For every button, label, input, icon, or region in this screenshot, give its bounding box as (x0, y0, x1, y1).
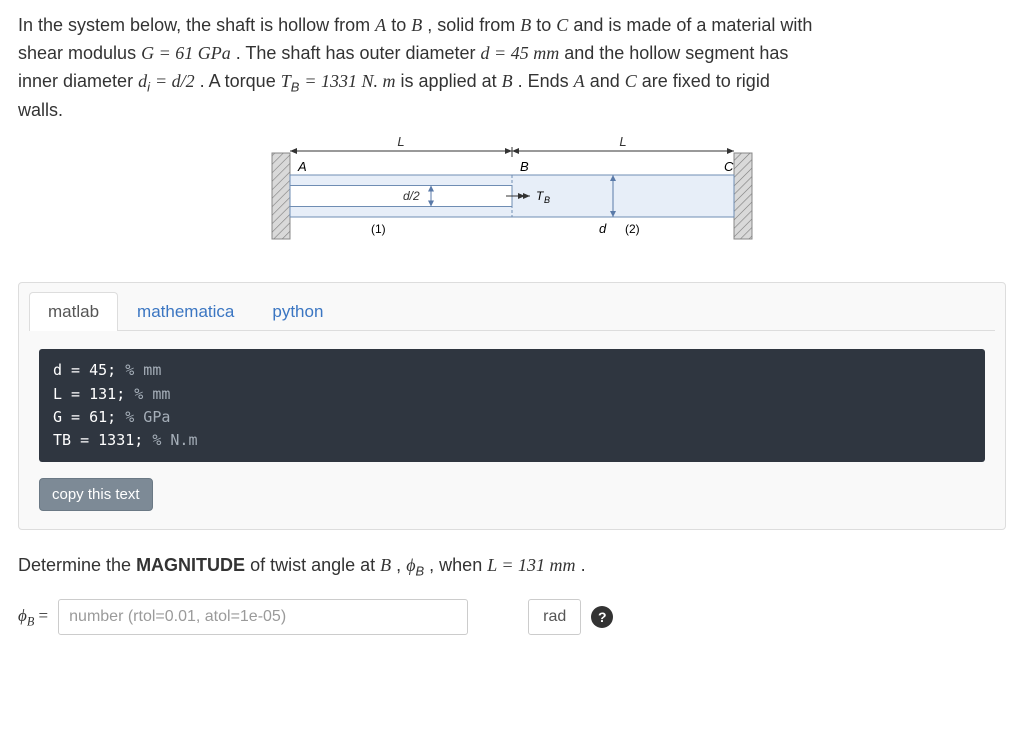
answer-row: ϕB = rad ? (18, 599, 1006, 635)
equals: = (34, 606, 48, 625)
language-tabs: matlabmathematicapython (19, 283, 1005, 330)
svg-text:(1): (1) (371, 222, 386, 236)
text: are fixed to rigid (642, 71, 770, 91)
code-block: d = 45; % mm L = 131; % mm G = 61; % GPa… (39, 349, 985, 462)
sub-B: B (416, 564, 425, 579)
text: and is made of a material with (573, 15, 812, 35)
var-phi: ϕ (18, 606, 27, 625)
tab-python[interactable]: python (253, 292, 342, 331)
var-B: B (520, 15, 531, 35)
var-B: B (502, 71, 513, 91)
eq-di: = d/2 (155, 71, 195, 91)
answer-input[interactable] (58, 599, 468, 635)
text: . Ends (518, 71, 574, 91)
text: . (581, 555, 586, 575)
svg-text:d: d (599, 221, 607, 236)
text: and (590, 71, 625, 91)
var-A: A (375, 15, 386, 35)
svg-text:L: L (397, 134, 404, 149)
text: inner diameter (18, 71, 138, 91)
var-B: B (411, 15, 422, 35)
var-C: C (625, 71, 637, 91)
var-phi: ϕ (406, 555, 415, 575)
problem-statement: In the system below, the shaft is hollow… (18, 12, 1006, 125)
text: , solid from (427, 15, 520, 35)
svg-text:L: L (619, 134, 626, 149)
text: is applied at (401, 71, 502, 91)
var-C: C (556, 15, 568, 35)
magnitude-bold: MAGNITUDE (136, 555, 245, 575)
copy-button[interactable]: copy this text (39, 478, 153, 511)
text: , when (429, 555, 487, 575)
eq-L: L = 131 mm (487, 555, 575, 575)
var-di: d (138, 71, 147, 91)
text: to (536, 15, 556, 35)
text: of twist angle at (250, 555, 380, 575)
eq-TB: = 1331 N. m (304, 71, 395, 91)
text: walls. (18, 100, 63, 120)
text: to (391, 15, 411, 35)
sub-i: i (147, 79, 150, 94)
answer-label: ϕB = (18, 606, 48, 629)
text: shear modulus (18, 43, 141, 63)
var-T: T (281, 71, 291, 91)
help-icon[interactable]: ? (591, 606, 613, 628)
sub-B: B (291, 79, 300, 94)
svg-text:(2): (2) (625, 222, 640, 236)
svg-text:A: A (297, 159, 307, 174)
text: . A torque (200, 71, 281, 91)
unit-select[interactable]: rad (528, 599, 581, 635)
eq-G: G = 61 GPa (141, 43, 231, 63)
code-panel: matlabmathematicapython d = 45; % mm L =… (18, 282, 1006, 530)
svg-text:C: C (724, 159, 734, 174)
text: , (396, 555, 406, 575)
svg-text:d/2: d/2 (403, 189, 420, 203)
shaft-diagram: LLABCd/2TBd(1)(2) (18, 133, 1006, 268)
var-B: B (380, 555, 391, 575)
text: Determine the (18, 555, 136, 575)
svg-text:B: B (520, 159, 529, 174)
eq-d: d = 45 mm (481, 43, 560, 63)
text: . The shaft has outer diameter (236, 43, 481, 63)
tab-matlab[interactable]: matlab (29, 292, 118, 331)
text: and the hollow segment has (564, 43, 788, 63)
question-text: Determine the MAGNITUDE of twist angle a… (18, 552, 1006, 581)
text: In the system below, the shaft is hollow… (18, 15, 375, 35)
var-A: A (574, 71, 585, 91)
tab-mathematica[interactable]: mathematica (118, 292, 253, 331)
svg-text:B: B (544, 195, 550, 205)
